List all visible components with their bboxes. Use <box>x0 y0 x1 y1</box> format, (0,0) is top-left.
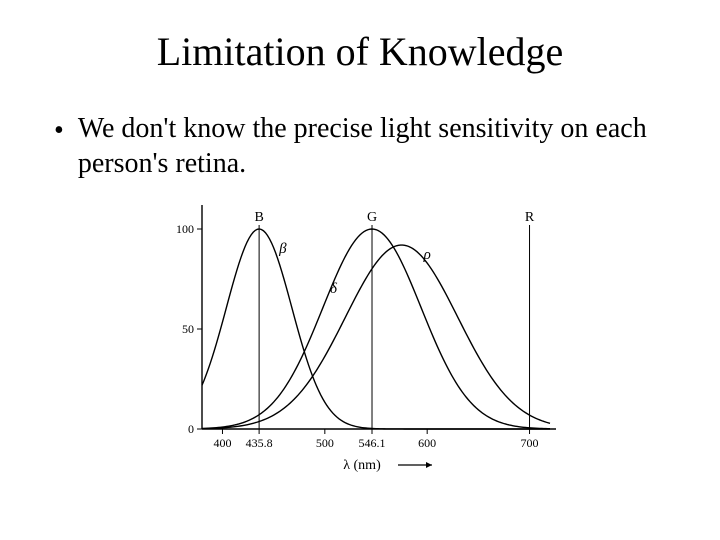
bullet-item: • We don't know the precise light sensit… <box>54 111 672 181</box>
svg-text:λ (nm): λ (nm) <box>343 458 381 473</box>
page-title: Limitation of Knowledge <box>48 28 672 75</box>
svg-text:G: G <box>367 210 377 225</box>
svg-text:546.1: 546.1 <box>359 436 386 450</box>
svg-text:50: 50 <box>182 322 194 336</box>
svg-text:ρ: ρ <box>423 247 431 263</box>
cone-sensitivity-chart: 0 50 100 400 435.8 500 546.1 600 700 B G Rβ δ ρ λ (nm) <box>150 199 570 479</box>
svg-text:R: R <box>525 210 535 225</box>
chart-svg: 0 50 100 400 435.8 500 546.1 600 700 B G Rβ δ ρ λ (nm) <box>150 199 570 479</box>
bullet-text: We don't know the precise light sensitiv… <box>78 111 658 181</box>
svg-text:100: 100 <box>176 222 194 236</box>
bullet-marker: • <box>54 113 64 148</box>
curve-beta <box>202 229 550 429</box>
svg-text:600: 600 <box>418 436 436 450</box>
svg-text:400: 400 <box>213 436 231 450</box>
svg-text:500: 500 <box>316 436 334 450</box>
curve-delta <box>202 229 550 429</box>
svg-text:0: 0 <box>188 422 194 436</box>
svg-text:B: B <box>254 210 263 225</box>
curve-rho <box>202 245 550 429</box>
svg-text:δ: δ <box>330 281 338 297</box>
svg-text:700: 700 <box>521 436 539 450</box>
svg-text:435.8: 435.8 <box>246 436 273 450</box>
svg-text:β: β <box>278 241 287 257</box>
